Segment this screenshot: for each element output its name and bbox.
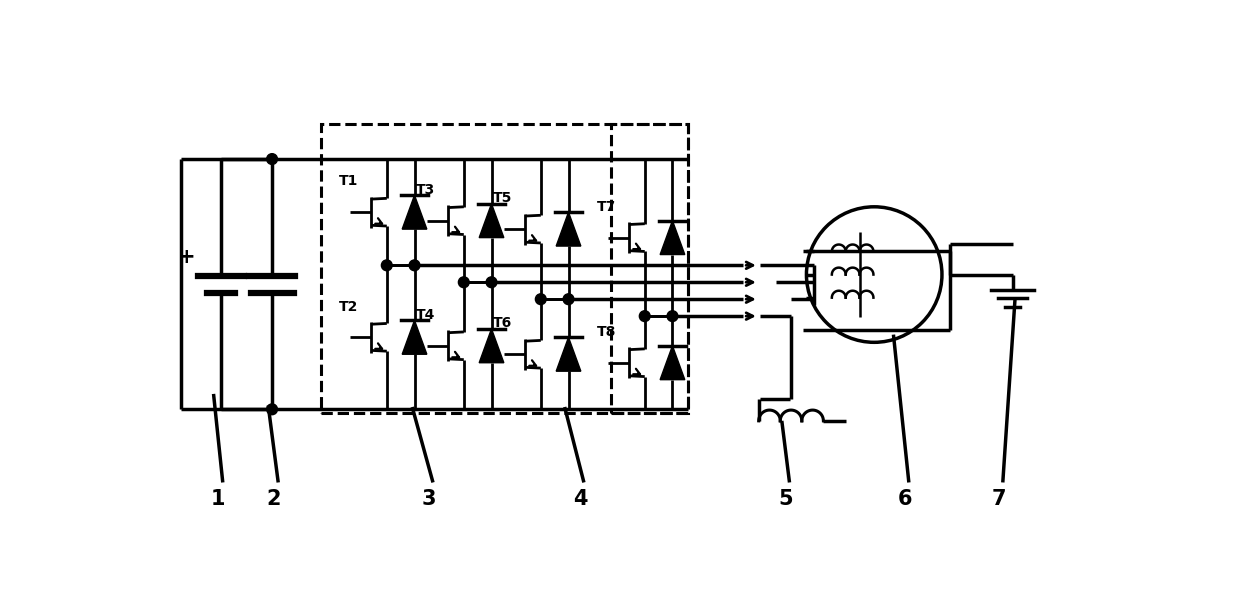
Text: 7: 7 bbox=[992, 489, 1006, 510]
Text: 3: 3 bbox=[422, 489, 436, 510]
Text: 1: 1 bbox=[211, 489, 226, 510]
Circle shape bbox=[409, 260, 420, 271]
Circle shape bbox=[382, 260, 392, 271]
Text: T5: T5 bbox=[492, 191, 512, 206]
Circle shape bbox=[267, 404, 278, 415]
Circle shape bbox=[536, 294, 546, 305]
Text: T1: T1 bbox=[339, 175, 358, 188]
Text: T3: T3 bbox=[415, 183, 435, 197]
Circle shape bbox=[486, 277, 497, 287]
Polygon shape bbox=[557, 212, 580, 246]
Circle shape bbox=[640, 311, 650, 321]
Circle shape bbox=[563, 294, 574, 305]
Circle shape bbox=[459, 277, 469, 287]
Text: 5: 5 bbox=[779, 489, 792, 510]
Text: 6: 6 bbox=[898, 489, 913, 510]
Text: +: + bbox=[177, 247, 196, 267]
Polygon shape bbox=[660, 346, 684, 380]
Polygon shape bbox=[660, 220, 684, 255]
Text: T7: T7 bbox=[596, 200, 616, 214]
Text: 2: 2 bbox=[267, 489, 280, 510]
Text: T2: T2 bbox=[339, 299, 358, 314]
Polygon shape bbox=[402, 320, 427, 354]
Polygon shape bbox=[402, 195, 427, 229]
Circle shape bbox=[267, 154, 278, 165]
Text: T8: T8 bbox=[596, 325, 616, 339]
Text: T6: T6 bbox=[492, 317, 512, 330]
Polygon shape bbox=[557, 337, 580, 371]
Text: 4: 4 bbox=[573, 489, 588, 510]
Polygon shape bbox=[479, 204, 503, 238]
Polygon shape bbox=[479, 329, 503, 363]
Text: T4: T4 bbox=[415, 308, 435, 322]
Circle shape bbox=[667, 311, 678, 321]
